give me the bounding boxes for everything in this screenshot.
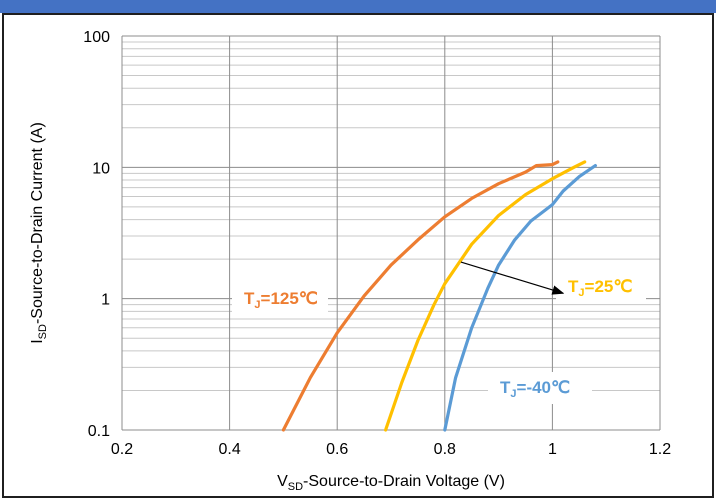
x-tick-label: 0.6	[326, 441, 348, 458]
annotation-arrow	[460, 261, 565, 295]
series-line-1	[384, 160, 587, 432]
title-bar	[0, 0, 716, 13]
y-tick-label: 1	[101, 292, 110, 309]
y-tick-label: 100	[83, 29, 110, 46]
y-tick-label: 0.1	[88, 423, 110, 440]
series-label: TJ=25℃	[568, 277, 632, 299]
x-axis-label: VSD-Source-to-Drain Voltage (V)	[277, 473, 505, 493]
series-label: TJ=-40℃	[500, 378, 570, 400]
chart-border	[2, 13, 714, 498]
x-tick-label: 0.4	[218, 441, 240, 458]
series-label-box	[556, 271, 646, 301]
series-line-0	[281, 160, 560, 432]
series-label-box	[488, 372, 592, 404]
series-line-2	[443, 164, 598, 432]
x-tick-label: 0.2	[111, 441, 133, 458]
y-tick-label: 10	[92, 160, 110, 177]
series-label: TJ=125℃	[244, 289, 318, 311]
y-axis-label: ISD-Source-to-Drain Current (A)	[29, 122, 49, 344]
x-tick-label: 0.8	[434, 441, 456, 458]
series-label-box	[232, 283, 328, 313]
x-tick-label: 1	[548, 441, 557, 458]
x-tick-label: 1.2	[649, 441, 671, 458]
